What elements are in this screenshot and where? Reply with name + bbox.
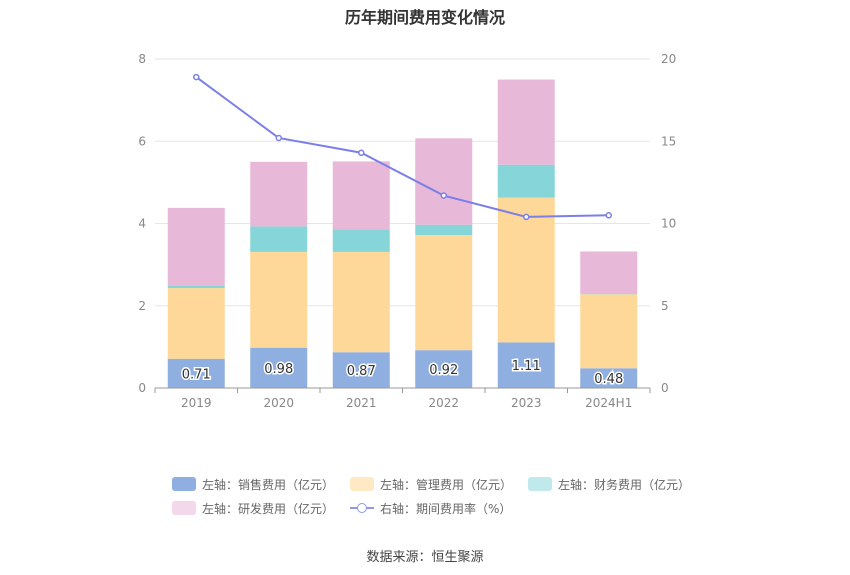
bar-2-2024H1: [580, 293, 638, 295]
x-tick-label: 2022: [428, 396, 459, 410]
x-tick-label: 2020: [263, 396, 294, 410]
x-tick-label: 2023: [511, 396, 542, 410]
y-left-tick-label: 4: [138, 217, 146, 231]
legend-label-mgmt: 左轴：管理费用（亿元）: [380, 477, 513, 492]
rate-line: [193, 73, 612, 221]
bar-data-label: 0.48: [594, 372, 623, 387]
x-tick-label: 2021: [346, 396, 377, 410]
legend-swatch-sales: [172, 477, 196, 491]
bar-3-2019: [167, 207, 225, 286]
bar-2-2020: [250, 226, 308, 252]
bar-3-2024H1: [580, 251, 638, 294]
legend-label-finance: 左轴：财务费用（亿元）: [558, 477, 691, 492]
bar-2-2019: [167, 285, 225, 289]
y-right-tick-label: 20: [661, 52, 676, 66]
legend-label-rd: 左轴：研发费用（亿元）: [202, 501, 335, 516]
bar-1-2022: [415, 235, 473, 351]
bar-data-label: 1.11: [512, 359, 541, 374]
y-right-tick-label: 15: [661, 134, 676, 148]
legend-item-sales[interactable]: 左轴：销售费用（亿元）: [172, 476, 334, 493]
rate-point-2023: [523, 213, 530, 221]
legend-swatch-mgmt: [350, 477, 375, 491]
legend-label-sales: 左轴：销售费用（亿元）: [202, 477, 335, 492]
legend-swatch-rd: [172, 501, 196, 515]
chart-title: 历年期间费用变化情况: [344, 8, 505, 27]
bar-data-label: 0.92: [429, 363, 458, 378]
rate-point-2020: [275, 134, 282, 142]
bar-data-label: 0.98: [264, 362, 293, 377]
bar-0-2021: [332, 352, 390, 388]
y-right-tick-label: 10: [661, 217, 676, 231]
bars: [167, 79, 638, 388]
bar-0-2020: [250, 347, 308, 388]
bar-2-2023: [497, 164, 555, 198]
bar-2-2022: [415, 224, 473, 236]
bar-0-2022: [415, 350, 473, 388]
bar-1-2020: [250, 251, 308, 348]
bar-2-2021: [332, 229, 390, 252]
x-tick-label: 2019: [181, 396, 212, 410]
bar-labels: 0.71 0.98 0.87 0.92 1.11 0.48: [180, 358, 624, 389]
legend-item-rd[interactable]: 左轴：研发费用（亿元）: [172, 500, 334, 517]
legend: 左轴：销售费用（亿元） 左轴：管理费用（亿元） 左轴：财务费用（亿元） 左轴：研…: [172, 472, 732, 520]
legend-swatch-finance: [528, 477, 553, 491]
y-left-tick-label: 0: [138, 381, 146, 395]
bar-3-2022: [415, 138, 473, 225]
y-left-tick-label: 2: [138, 299, 146, 313]
rate-point-2019: [193, 73, 200, 81]
x-tick-label: 2024H1: [585, 396, 632, 410]
legend-label-rate: 右轴：期间费用率（%）: [380, 501, 512, 516]
bar-1-2019: [167, 288, 225, 359]
legend-item-finance[interactable]: 左轴：财务费用（亿元）: [528, 476, 690, 493]
y-right-tick-label: 5: [661, 299, 669, 313]
rate-point-2021: [358, 149, 365, 157]
bar-data-label: 0.87: [347, 364, 376, 379]
bar-1-2024H1: [580, 294, 638, 369]
y-left-tick-label: 6: [138, 134, 146, 148]
bar-3-2020: [250, 161, 308, 227]
bar-3-2021: [332, 161, 390, 230]
bar-1-2021: [332, 251, 390, 353]
y-left-tick-label: 8: [138, 52, 146, 66]
bar-1-2023: [497, 197, 555, 343]
bar-0-2019: [167, 358, 225, 388]
legend-item-rate[interactable]: 右轴：期间费用率（%）: [350, 500, 511, 517]
rate-point-2024H1: [605, 212, 612, 219]
gridlines: [155, 58, 650, 307]
bar-0-2023: [497, 342, 555, 388]
rate-polyline: [195, 76, 609, 218]
source-note: 数据来源：恒生聚源: [366, 550, 484, 565]
bar-0-2024H1: [580, 368, 638, 388]
y-right-tick-label: 0: [661, 381, 669, 395]
legend-item-mgmt[interactable]: 左轴：管理费用（亿元）: [350, 476, 512, 493]
rate-point-2022: [440, 192, 447, 199]
plot-area: 0.71 0.98 0.87 0.92 1.110.48 024680510152020…: [138, 52, 676, 410]
bar-3-2023: [497, 79, 555, 165]
legend-line-icon: [350, 501, 375, 515]
axes: 0 2 4 6 8 0 5 10 15 20 2019 2020 2021 2022 2023 2024H1: [138, 52, 676, 410]
bar-data-label: 0.71: [182, 367, 211, 382]
